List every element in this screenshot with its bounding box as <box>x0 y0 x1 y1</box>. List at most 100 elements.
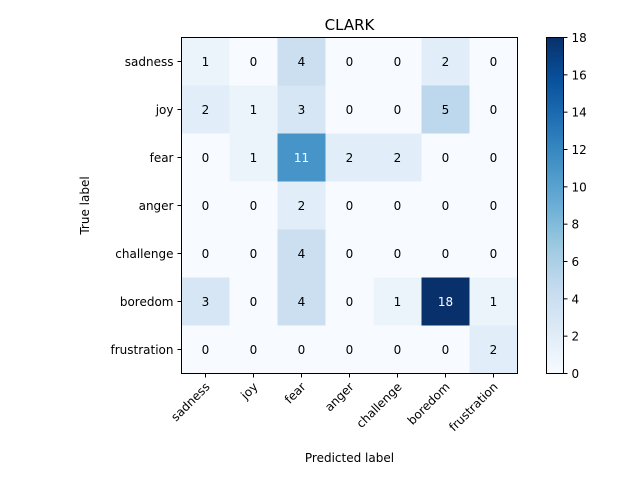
heatmap-cell <box>373 85 422 134</box>
cell-value-label: 0 <box>490 103 498 117</box>
colorbar-tick-label: 14 <box>572 106 587 120</box>
cell-value-label: 0 <box>202 247 210 261</box>
cell-value-label: 0 <box>442 199 450 213</box>
heatmap-cell <box>277 325 326 374</box>
cell-value-label: 2 <box>394 151 402 165</box>
x-axis-label: Predicted label <box>305 451 394 465</box>
heatmap-cell <box>229 85 278 134</box>
cell-value-label: 2 <box>298 199 306 213</box>
cell-value-label: 1 <box>202 55 210 69</box>
heatmap-cell <box>325 325 374 374</box>
colorbar <box>546 37 564 374</box>
cell-value-label: 2 <box>346 151 354 165</box>
cell-value-label: 0 <box>250 295 258 309</box>
heatmap-cell <box>421 325 470 374</box>
heatmap-cell <box>373 325 422 374</box>
heatmap-cell <box>469 133 518 182</box>
cell-value-label: 4 <box>298 55 306 69</box>
cell-value-label: 0 <box>250 247 258 261</box>
heatmap-cell <box>277 37 326 86</box>
cell-value-label: 0 <box>346 247 354 261</box>
cell-value-label: 0 <box>490 55 498 69</box>
colorbar-tick-label: 2 <box>572 330 580 344</box>
cell-value-label: 5 <box>442 103 450 117</box>
heatmap-cell <box>469 325 518 374</box>
heatmap-cell <box>229 277 278 326</box>
heatmap-cell <box>325 181 374 230</box>
x-tick-label: challenge <box>354 380 405 431</box>
heatmap-cell <box>229 37 278 86</box>
heatmap-cell <box>181 37 230 86</box>
cell-value-label: 1 <box>490 295 498 309</box>
heatmap-cell <box>373 277 422 326</box>
cell-value-label: 0 <box>346 103 354 117</box>
cell-value-label: 0 <box>394 247 402 261</box>
colorbar-tick-label: 0 <box>572 367 580 381</box>
y-tick-label: challenge <box>115 247 173 261</box>
cell-value-label: 18 <box>438 295 453 309</box>
colorbar-tick-label: 10 <box>572 180 587 194</box>
cell-value-label: 0 <box>442 151 450 165</box>
cell-value-label: 4 <box>298 247 306 261</box>
heatmap-cell <box>181 325 230 374</box>
heatmap-cell <box>325 229 374 278</box>
heatmap-cell <box>277 181 326 230</box>
cell-value-label: 0 <box>346 199 354 213</box>
colorbar-ticks: 0 2 4 6 8 10 12 14 16 18 <box>563 31 587 381</box>
heatmap-cell <box>469 37 518 86</box>
cell-value-label: 0 <box>442 343 450 357</box>
chart-title: CLARK <box>325 16 376 34</box>
heatmap-cell <box>181 181 230 230</box>
cell-value-label: 0 <box>250 199 258 213</box>
heatmap-cell <box>325 277 374 326</box>
cell-value-label: 3 <box>202 295 210 309</box>
heatmap-cell <box>229 181 278 230</box>
heatmap-cell-labels: 1 0 4 0 0 2 02 1 3 0 0 5 00 1 11 2 2 0 00 0 2 0 0 0 00 0 4 0 0 0 03 0 4 0… <box>202 55 498 357</box>
heatmap-cell <box>277 277 326 326</box>
y-tick-label: fear <box>150 151 174 165</box>
colorbar-tick-label: 16 <box>572 68 587 82</box>
cell-value-label: 0 <box>346 295 354 309</box>
cell-value-label: 11 <box>294 151 309 165</box>
cell-value-label: 3 <box>298 103 306 117</box>
cell-value-label: 1 <box>250 103 258 117</box>
y-tick-label: anger <box>139 199 174 213</box>
heatmap-cell <box>469 229 518 278</box>
colorbar-tick-label: 18 <box>572 31 587 45</box>
heatmap-cell <box>373 133 422 182</box>
cell-value-label: 0 <box>250 343 258 357</box>
cell-value-label: 0 <box>346 55 354 69</box>
heatmap-cell <box>325 37 374 86</box>
heatmap-cell <box>181 85 230 134</box>
cell-value-label: 0 <box>202 343 210 357</box>
heatmap-cells <box>181 37 518 374</box>
colorbar-tick-label: 4 <box>572 292 580 306</box>
heatmap-cell <box>277 229 326 278</box>
colorbar-tick-label: 12 <box>572 143 587 157</box>
cell-value-label: 0 <box>442 247 450 261</box>
heatmap-cell <box>229 133 278 182</box>
heatmap-cell <box>421 37 470 86</box>
cell-value-label: 0 <box>250 55 258 69</box>
cell-value-label: 2 <box>490 343 498 357</box>
x-tick-label: boredom <box>405 380 453 428</box>
colorbar-tick-label: 6 <box>572 255 580 269</box>
cell-value-label: 4 <box>298 295 306 309</box>
x-tick-label: frustration <box>446 380 500 434</box>
cell-value-label: 0 <box>394 199 402 213</box>
heatmap-cell <box>421 277 470 326</box>
cell-value-label: 0 <box>490 247 498 261</box>
heatmap-cell <box>469 85 518 134</box>
cell-value-label: 2 <box>202 103 210 117</box>
cell-value-label: 1 <box>250 151 258 165</box>
heatmap-cell <box>421 181 470 230</box>
heatmap-cell <box>181 229 230 278</box>
heatmap-cell <box>277 85 326 134</box>
heatmap-cell <box>421 229 470 278</box>
y-tick-label: joy <box>155 103 174 117</box>
cell-value-label: 2 <box>442 55 450 69</box>
cell-value-label: 0 <box>202 199 210 213</box>
x-tick-label: fear <box>282 380 309 407</box>
heatmap-cell <box>373 181 422 230</box>
